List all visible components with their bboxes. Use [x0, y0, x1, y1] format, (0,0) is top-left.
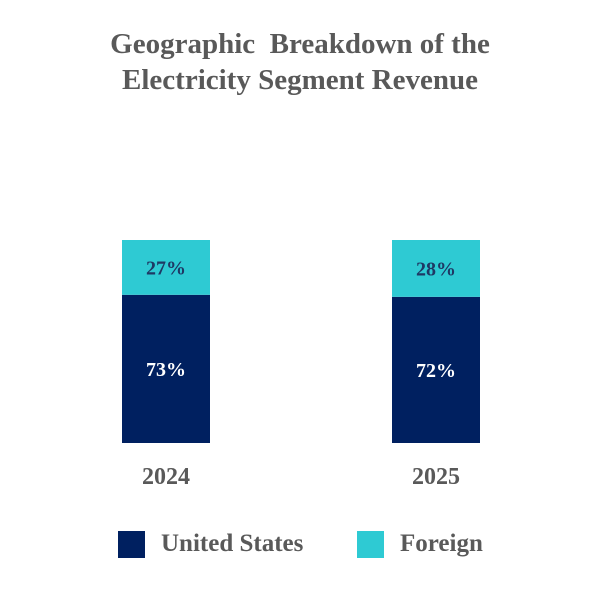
x-tick-label-2024: 2024	[142, 464, 190, 490]
data-label-foreign-2024: 27%	[146, 257, 186, 279]
bar-united-states-2025	[392, 296, 480, 443]
legend-item-foreign: Foreign	[357, 526, 483, 562]
legend-swatch-foreign	[357, 530, 384, 558]
x-tick-label-2025: 2025	[412, 464, 460, 490]
bar-foreign-2025	[392, 240, 480, 297]
chart-title-line-1: Geographic Breakdown of the	[110, 28, 490, 60]
data-label-united-states-2024: 73%	[146, 359, 186, 381]
chart-title: Geographic Breakdown of the Electricity …	[0, 26, 600, 98]
legend: United States Foreign	[0, 526, 600, 562]
legend-swatch-united-states	[118, 530, 145, 558]
chart-title-line-2: Electricity Segment Revenue	[122, 64, 478, 96]
data-label-foreign-2025: 28%	[416, 258, 456, 280]
legend-item-united-states: United States	[118, 526, 303, 562]
data-label-united-states-2025: 72%	[416, 360, 456, 382]
bar-united-states-2024	[122, 294, 210, 443]
legend-label-united-states: United States	[161, 530, 304, 557]
legend-label-foreign: Foreign	[400, 530, 483, 557]
bar-foreign-2024	[122, 240, 210, 295]
